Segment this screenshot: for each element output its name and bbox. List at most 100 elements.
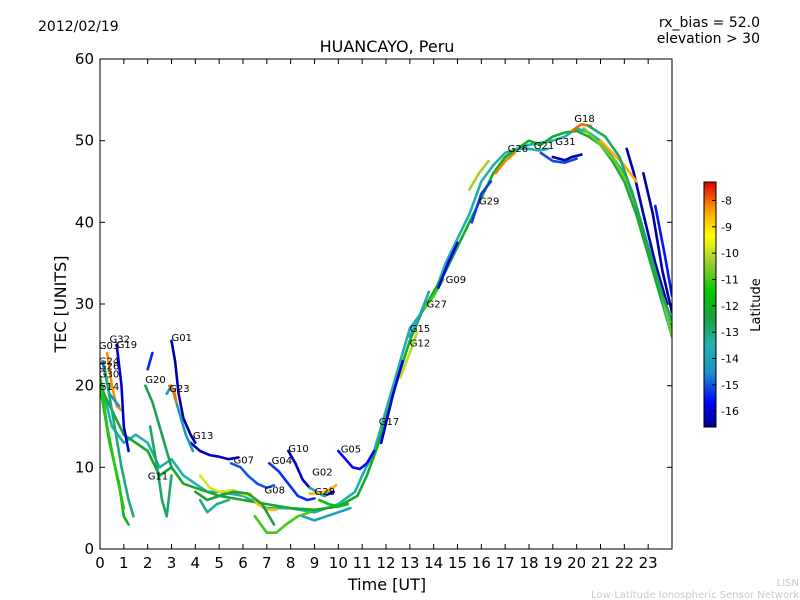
prn-label: G02 (312, 468, 332, 479)
prn-label: G27 (427, 299, 447, 310)
series-line-base-2 (100, 129, 672, 512)
prn-label: G29 (479, 196, 499, 207)
series-line-G11 (148, 425, 173, 518)
x-tick-label: 10 (329, 554, 348, 572)
prn-label: G15 (410, 324, 430, 335)
y-ticks: 0 10 20 30 40 50 60 (75, 50, 672, 558)
prn-label: G13 (193, 431, 213, 442)
colorbar-tick-label: -10 (721, 247, 739, 260)
prn-label: G09 (446, 275, 466, 286)
series-line-G32 (105, 351, 123, 412)
series-line-mid-6 (318, 498, 350, 508)
series-line-G31 (539, 151, 578, 164)
series-line-mid-2 (194, 490, 276, 526)
prn-label: G03 (99, 341, 119, 352)
prn-label: G30 (99, 370, 119, 381)
series-line-east-3 (654, 204, 672, 298)
colorbar-ticks: -8 -9 -10 -11 -12 -13 -14 -15 -16 (712, 194, 739, 418)
prn-label: G17 (379, 417, 399, 428)
x-tick-label: 23 (639, 554, 658, 572)
y-axis-label: TEC [UNITS] (51, 256, 70, 354)
series-line-G28 (308, 484, 338, 495)
prn-label: G11 (148, 472, 168, 483)
prn-label: G32 (110, 334, 130, 345)
series-line-G21 (515, 147, 550, 152)
y-tick-label: 0 (84, 540, 94, 558)
series-line-G15 (408, 290, 431, 338)
date-label: 2012/02/19 (38, 19, 119, 35)
series-line-mid-5 (301, 506, 352, 522)
prn-label: G23 (169, 384, 189, 395)
series-line-G31-b (551, 153, 583, 162)
x-tick-label: 9 (310, 554, 320, 572)
x-axis-label: Time [UT] (347, 575, 426, 594)
prn-label: G31 (555, 137, 575, 148)
colorbar-tick-label: -11 (721, 273, 739, 286)
x-tick-label: 0 (95, 554, 105, 572)
prn-label: G05 (341, 445, 361, 456)
series-line-G19 (115, 343, 130, 453)
series-line-G20 (144, 384, 173, 469)
series-line-G26 (494, 151, 516, 175)
series-line-G29-y (468, 159, 490, 191)
colorbar-tick-label: -8 (721, 194, 732, 207)
footer-lisn: LISN (777, 578, 799, 589)
series-line-G07 (229, 462, 276, 490)
series-line-G24-b (103, 368, 135, 518)
x-tick-label: 14 (424, 554, 443, 572)
y-tick-label: 50 (75, 132, 94, 150)
chart-title: HUANCAYO, Peru (320, 37, 455, 56)
prn-label: G10 (288, 444, 308, 455)
prn-label: G01 (172, 333, 192, 344)
prn-label: G18 (574, 114, 594, 125)
colorbar-tick-label: -16 (721, 405, 739, 418)
prn-label: G28 (315, 487, 335, 498)
elevation-label: elevation > 30 (657, 31, 760, 47)
prn-label: G26 (99, 361, 119, 372)
colorbar-tick-label: -9 (721, 221, 732, 234)
series-line-G30 (100, 376, 126, 510)
series-line-G23-r (167, 384, 178, 404)
series-line-mid-4 (198, 498, 230, 514)
x-tick-label: 11 (353, 554, 372, 572)
series-line-G04 (267, 462, 316, 502)
prn-label: G19 (117, 340, 137, 351)
x-tick-label: 2 (143, 554, 153, 572)
prn-label: G12 (410, 339, 430, 350)
x-tick-label: 3 (167, 554, 177, 572)
y-tick-label: 40 (75, 213, 94, 231)
footer-network: Low-Latitude Ionospheric Sensor Network (591, 590, 799, 600)
series-line-mid-3 (253, 510, 311, 534)
series-line-base-west (100, 127, 672, 514)
series-line-G12 (399, 331, 419, 379)
prn-label: G24 (99, 356, 119, 367)
x-tick-label: 12 (376, 554, 395, 572)
series-line-G13 (189, 441, 240, 461)
colorbar-tick-label: -12 (721, 300, 739, 313)
x-tick-label: 22 (615, 554, 634, 572)
series-line-G05 (337, 449, 376, 471)
y-tick-label: 30 (75, 295, 94, 313)
prn-label: G26 (508, 144, 528, 155)
series-layer (100, 123, 672, 534)
y-tick-label: 20 (75, 377, 94, 395)
series-line-east-4 (599, 139, 638, 183)
x-tick-label: 20 (567, 554, 586, 572)
x-tick-label: 17 (496, 554, 515, 572)
x-ticks: 0 1 2 3 4 5 6 7 8 9 10 11 12 13 14 15 16 17 18 19 20 21 22 23 (95, 59, 658, 572)
series-line-east-2 (642, 172, 672, 314)
y-tick-label: 60 (75, 50, 94, 68)
prn-label: G21 (534, 141, 554, 152)
x-tick-label: 16 (472, 554, 491, 572)
series-line-G29 (470, 180, 493, 224)
prn-label: G04 (272, 456, 292, 467)
x-tick-label: 4 (191, 554, 201, 572)
colorbar-tick-label: -15 (721, 379, 739, 392)
series-line-G01 (170, 339, 197, 445)
series-line-G24 (146, 351, 154, 371)
prn-label: G07 (234, 455, 254, 466)
x-tick-label: 8 (286, 554, 296, 572)
x-tick-label: 19 (543, 554, 562, 572)
series-line-east-1 (625, 147, 669, 306)
